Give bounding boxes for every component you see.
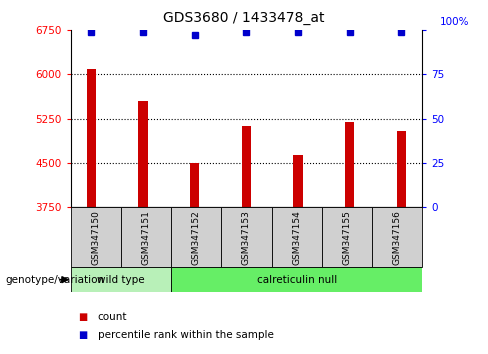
- Bar: [190, 164, 200, 207]
- Text: GDS3680 / 1433478_at: GDS3680 / 1433478_at: [163, 11, 325, 25]
- Text: ■: ■: [78, 312, 87, 322]
- Bar: [171, 267, 422, 292]
- Bar: [71, 207, 121, 267]
- Bar: [242, 126, 251, 207]
- Text: count: count: [98, 312, 127, 322]
- Text: GSM347152: GSM347152: [192, 210, 201, 264]
- Bar: [293, 155, 303, 207]
- Bar: [121, 207, 171, 267]
- Bar: [345, 121, 354, 207]
- Text: genotype/variation: genotype/variation: [5, 275, 104, 285]
- Bar: [139, 101, 148, 207]
- Text: GSM347150: GSM347150: [91, 210, 101, 265]
- Bar: [87, 69, 96, 207]
- Bar: [372, 207, 422, 267]
- Bar: [222, 207, 271, 267]
- Text: 100%: 100%: [440, 17, 469, 27]
- Text: GSM347155: GSM347155: [342, 210, 351, 265]
- Bar: [397, 131, 406, 207]
- Bar: [71, 267, 171, 292]
- Bar: [171, 207, 222, 267]
- Text: calreticulin null: calreticulin null: [257, 275, 337, 285]
- Bar: [271, 207, 322, 267]
- Bar: [322, 207, 372, 267]
- Text: wild type: wild type: [97, 275, 145, 285]
- Text: GSM347153: GSM347153: [242, 210, 251, 265]
- Text: percentile rank within the sample: percentile rank within the sample: [98, 330, 273, 339]
- Text: GSM347154: GSM347154: [292, 210, 301, 264]
- Text: GSM347151: GSM347151: [142, 210, 151, 265]
- Text: ■: ■: [78, 330, 87, 339]
- Text: GSM347156: GSM347156: [392, 210, 402, 265]
